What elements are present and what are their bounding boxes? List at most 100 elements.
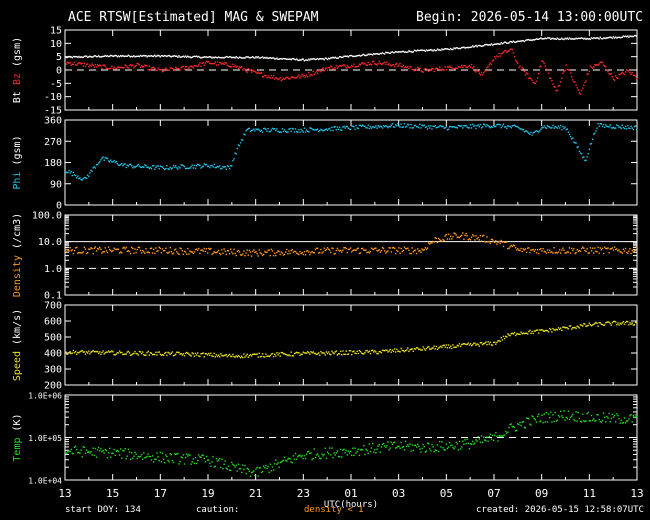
data-point [365, 127, 367, 129]
data-point [166, 354, 168, 357]
data-point [571, 138, 573, 140]
data-point [79, 62, 81, 64]
data-point [115, 55, 117, 57]
data-point [103, 251, 105, 253]
data-point [177, 252, 179, 255]
data-point [101, 55, 103, 58]
data-point [244, 255, 246, 257]
data-point [197, 65, 199, 67]
data-point [419, 348, 421, 350]
data-point [123, 353, 125, 355]
data-point [351, 251, 353, 253]
data-point [518, 66, 520, 69]
data-point [373, 351, 375, 353]
data-point [231, 165, 233, 167]
data-point [609, 248, 611, 250]
data-point [239, 467, 242, 470]
data-point [470, 344, 473, 347]
data-point [166, 68, 168, 71]
data-point [480, 435, 483, 437]
data-point [290, 58, 292, 61]
data-point [478, 44, 480, 47]
data-point [249, 130, 252, 133]
data-point [224, 56, 226, 58]
data-point [69, 351, 71, 353]
data-point [209, 166, 211, 169]
data-point [345, 67, 347, 69]
data-point [430, 450, 432, 452]
data-point [259, 72, 262, 74]
data-point [138, 246, 141, 249]
data-point [569, 72, 572, 74]
data-point [525, 72, 528, 74]
data-point [527, 333, 529, 335]
data-point [370, 350, 373, 352]
data-point [308, 131, 310, 133]
data-point [598, 125, 600, 128]
data-point [519, 333, 521, 336]
data-point [307, 250, 309, 252]
data-point [347, 66, 350, 68]
data-point [458, 66, 461, 68]
chart-title: ACE RTSW[Estimated] MAG & SWEPAM [68, 10, 319, 25]
data-point [204, 164, 207, 166]
data-point [574, 142, 576, 144]
data-point [307, 130, 309, 132]
data-point [124, 163, 126, 165]
data-point [316, 453, 319, 455]
data-point [238, 145, 241, 147]
data-point [173, 453, 176, 455]
data-point [80, 179, 82, 181]
data-point [346, 125, 348, 128]
data-point [474, 239, 476, 241]
data-point [95, 164, 98, 166]
data-point [277, 354, 279, 356]
data-point [576, 87, 578, 89]
data-point [321, 68, 323, 70]
data-point [492, 240, 495, 242]
data-point [315, 454, 318, 456]
data-point [522, 68, 524, 70]
data-point [129, 64, 132, 66]
data-point [200, 65, 202, 67]
data-point [180, 164, 182, 166]
y-tick-label-density: 1.0 [44, 264, 62, 275]
data-point [450, 66, 452, 68]
data-point [170, 251, 172, 253]
data-point [83, 246, 86, 248]
data-point [297, 455, 299, 458]
data-point [77, 252, 79, 254]
data-point [508, 50, 510, 52]
data-point [175, 66, 177, 68]
data-point [384, 445, 386, 447]
data-point [607, 125, 609, 128]
data-point [631, 35, 633, 38]
data-point [135, 165, 137, 168]
data-point [365, 64, 367, 66]
data-point [476, 343, 478, 345]
data-point [89, 64, 91, 66]
data-point [184, 456, 187, 459]
data-point [337, 455, 340, 458]
data-point [522, 128, 524, 131]
data-point [69, 56, 71, 58]
data-point [507, 248, 509, 250]
data-point [324, 447, 326, 449]
data-point [624, 422, 627, 424]
data-point [148, 354, 150, 356]
data-point [81, 56, 83, 58]
data-point [179, 247, 181, 249]
data-point [347, 56, 350, 58]
data-point [337, 57, 340, 59]
data-point [313, 129, 315, 131]
data-point [512, 40, 515, 42]
data-point [446, 48, 449, 50]
data-point [425, 49, 428, 51]
data-point [528, 418, 530, 420]
data-point [282, 77, 285, 80]
data-point [387, 63, 389, 66]
data-point [121, 252, 123, 254]
data-point [80, 56, 82, 58]
data-point [520, 128, 522, 130]
data-point [117, 450, 120, 453]
